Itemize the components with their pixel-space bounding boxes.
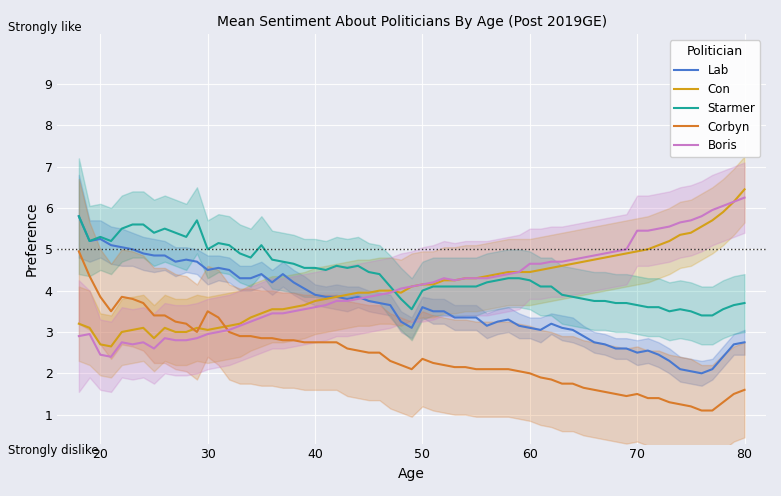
Con: [396, 290, 405, 296]
Legend: Lab, Con, Starmer, Corbyn, Boris: Lab, Con, Starmer, Corbyn, Boris: [670, 40, 760, 157]
Con: [740, 186, 749, 192]
Corbyn: [278, 337, 287, 343]
Lab: [74, 213, 84, 219]
Lab: [257, 271, 266, 277]
Lab: [740, 339, 749, 345]
Line: Boris: Boris: [79, 197, 744, 357]
Corbyn: [386, 358, 395, 364]
Boris: [547, 259, 556, 265]
Corbyn: [407, 366, 416, 372]
Boris: [74, 333, 84, 339]
Text: Strongly like: Strongly like: [8, 21, 81, 34]
Boris: [106, 354, 116, 360]
Title: Mean Sentiment About Politicians By Age (Post 2019GE): Mean Sentiment About Politicians By Age …: [216, 15, 607, 29]
Lab: [386, 302, 395, 308]
Lab: [407, 325, 416, 331]
Lab: [697, 371, 706, 376]
Starmer: [407, 306, 416, 312]
Corbyn: [729, 391, 739, 397]
Boris: [418, 281, 427, 287]
Lab: [278, 271, 287, 277]
Con: [547, 265, 556, 271]
Boris: [740, 194, 749, 200]
Starmer: [536, 284, 545, 290]
Lab: [536, 327, 545, 333]
Con: [729, 199, 739, 205]
Y-axis label: Preference: Preference: [25, 202, 39, 276]
Con: [74, 321, 84, 327]
Starmer: [729, 302, 739, 308]
X-axis label: Age: Age: [398, 467, 425, 481]
Starmer: [740, 300, 749, 306]
Corbyn: [536, 374, 545, 380]
Con: [418, 281, 427, 287]
Con: [289, 304, 298, 310]
Con: [267, 306, 276, 312]
Corbyn: [697, 408, 706, 414]
Corbyn: [74, 248, 84, 254]
Boris: [267, 310, 276, 316]
Corbyn: [257, 335, 266, 341]
Con: [106, 343, 116, 349]
Starmer: [386, 284, 395, 290]
Boris: [289, 309, 298, 314]
Starmer: [257, 242, 266, 248]
Line: Corbyn: Corbyn: [79, 251, 744, 411]
Starmer: [278, 259, 287, 265]
Line: Con: Con: [79, 189, 744, 346]
Starmer: [74, 213, 84, 219]
Boris: [396, 286, 405, 292]
Text: Strongly dislike: Strongly dislike: [8, 443, 98, 457]
Line: Starmer: Starmer: [79, 216, 744, 315]
Line: Lab: Lab: [79, 216, 744, 373]
Lab: [729, 341, 739, 347]
Starmer: [697, 312, 706, 318]
Boris: [729, 199, 739, 205]
Corbyn: [740, 387, 749, 393]
